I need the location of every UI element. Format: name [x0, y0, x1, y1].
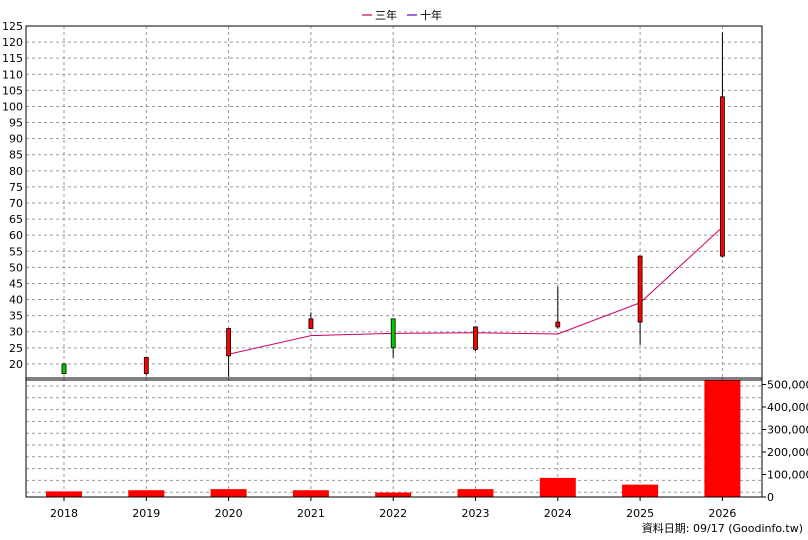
x-tick-label: 2025	[626, 507, 654, 520]
candlesticks	[61, 32, 725, 377]
candle-body	[720, 96, 725, 257]
price-tick-label: 125	[2, 20, 23, 33]
candle-body	[308, 318, 314, 329]
price-tick-label: 45	[9, 277, 23, 290]
price-tick-label: 85	[9, 149, 23, 162]
price-tick-label: 40	[9, 294, 23, 307]
price-tick-label: 105	[2, 84, 23, 97]
price-tick-label: 95	[9, 117, 23, 130]
price-tick-label: 25	[9, 342, 23, 355]
legend: 三年 十年	[362, 8, 442, 22]
candle-body	[473, 326, 478, 350]
volume-tick-label: 200,000	[767, 446, 808, 459]
price-tick-label: 60	[9, 229, 23, 242]
volume-tick-label: 500,000	[767, 379, 808, 392]
volume-bar	[128, 490, 165, 497]
price-tick-label: 20	[9, 358, 23, 371]
volume-bars	[46, 380, 741, 497]
candle-body	[637, 255, 643, 323]
price-tick-label: 120	[2, 36, 23, 49]
x-tick-label: 2022	[379, 507, 407, 520]
price-tick-label: 35	[9, 310, 23, 323]
price-grid	[26, 25, 762, 380]
price-tick-label: 100	[2, 100, 23, 113]
price-tick-label: 110	[2, 68, 23, 81]
price-tick-label: 75	[9, 181, 23, 194]
legend-label-1: 十年	[420, 8, 442, 22]
volume-tick-label: 100,000	[767, 469, 808, 482]
candle-body	[226, 328, 232, 357]
data-date-footer: 資料日期: 09/17 (Goodinfo.tw)	[642, 521, 803, 535]
volume-bar	[46, 491, 82, 497]
volume-grid	[26, 378, 762, 497]
x-tick-label: 2026	[708, 507, 736, 520]
volume-bar	[375, 492, 412, 497]
price-tick-label: 90	[9, 133, 23, 146]
volume-bar	[210, 489, 247, 497]
price-tick-label: 70	[9, 197, 23, 210]
volume-bar	[704, 380, 741, 497]
volume-tick-label: 300,000	[767, 424, 808, 437]
volume-tick-label: 400,000	[767, 401, 808, 414]
x-tick-label: 2023	[462, 507, 490, 520]
x-tick-label: 2020	[215, 507, 243, 520]
price-tick-label: 55	[9, 245, 23, 258]
price-tick-label: 115	[2, 52, 23, 65]
price-tick-label: 80	[9, 165, 23, 178]
price-y-axis: 20 25 30 35 40 45 50 55 60 65 70 75 80 85 90 95 100 105 11…	[2, 20, 23, 371]
volume-bar	[622, 484, 659, 497]
x-axis: 2018 2019 2020 2021 2022 2023 2024 2025 2026	[50, 497, 736, 520]
candle-body	[390, 318, 396, 349]
x-tick-label: 2019	[132, 507, 160, 520]
x-tick-label: 2021	[297, 507, 325, 520]
volume-tick-label: 0	[767, 491, 774, 504]
volume-y-axis: 0 100,000 200,000 300,000 400,000 500,000	[762, 379, 808, 504]
price-tick-label: 50	[9, 261, 23, 274]
legend-label-0: 三年	[375, 8, 397, 22]
x-tick-label: 2024	[544, 507, 572, 520]
volume-bar	[292, 490, 329, 497]
candle-body	[143, 357, 149, 374]
volume-panel-frame	[25, 377, 763, 498]
volume-bar	[457, 489, 494, 497]
price-tick-label: 65	[9, 213, 23, 226]
x-tick-label: 2018	[50, 507, 78, 520]
candle-body	[61, 363, 67, 374]
price-tick-label: 30	[9, 326, 23, 339]
candle-body	[555, 321, 561, 328]
volume-bar	[539, 477, 576, 497]
plot-frame	[25, 25, 763, 498]
price-panel-frame	[25, 25, 763, 381]
